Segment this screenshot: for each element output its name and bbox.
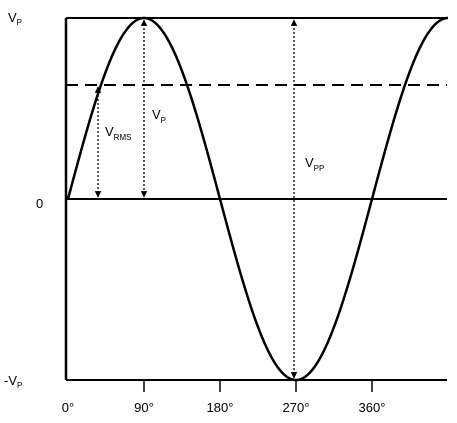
- annotation: VRMS: [105, 124, 131, 142]
- y-label: -VP: [4, 373, 22, 390]
- sine-wave: [66, 16, 449, 382]
- annotation: VP: [152, 107, 166, 125]
- x-labels: 0° 90° 180° 270° 360°: [62, 380, 386, 415]
- y-label: VP: [8, 10, 22, 27]
- annotation: VPP: [305, 155, 324, 173]
- y-label: 0: [36, 196, 43, 211]
- x-label: 270°: [283, 400, 310, 415]
- x-label: 0°: [62, 400, 74, 415]
- x-label: 90°: [134, 400, 154, 415]
- x-label: 360°: [359, 400, 386, 415]
- x-label: 180°: [207, 400, 234, 415]
